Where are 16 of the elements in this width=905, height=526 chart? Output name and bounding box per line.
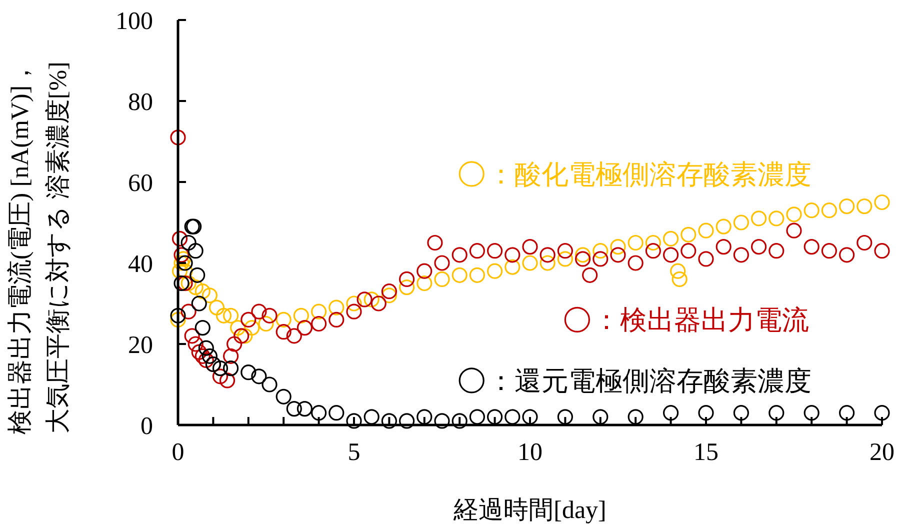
y-axis-title: 検出器出力電流(電圧) [nA(mV)]，大気圧平衡に対する 溶素濃度[%] <box>6 60 72 435</box>
legend-label: ：酸化電極側溶存酸素濃度 <box>488 159 812 190</box>
y-tick-label: 100 <box>116 8 153 35</box>
x-axis-title: 経過時間[day] <box>452 497 606 524</box>
x-tick-label: 20 <box>870 439 894 466</box>
y-tick-label: 40 <box>128 250 153 278</box>
y-tick-label: 80 <box>128 88 153 116</box>
legend-label: ：検出器出力電流 <box>593 305 810 336</box>
y-tick-label: 0 <box>140 412 153 440</box>
y-tick-label: 20 <box>128 332 153 359</box>
x-tick-label: 5 <box>348 439 360 466</box>
x-tick-label: 0 <box>172 439 184 466</box>
x-tick-label: 15 <box>694 439 718 466</box>
y-tick-label: 60 <box>128 170 153 197</box>
x-tick-label: 10 <box>518 439 542 466</box>
legend-label: ：還元電極側溶存酸素濃度 <box>488 366 812 396</box>
